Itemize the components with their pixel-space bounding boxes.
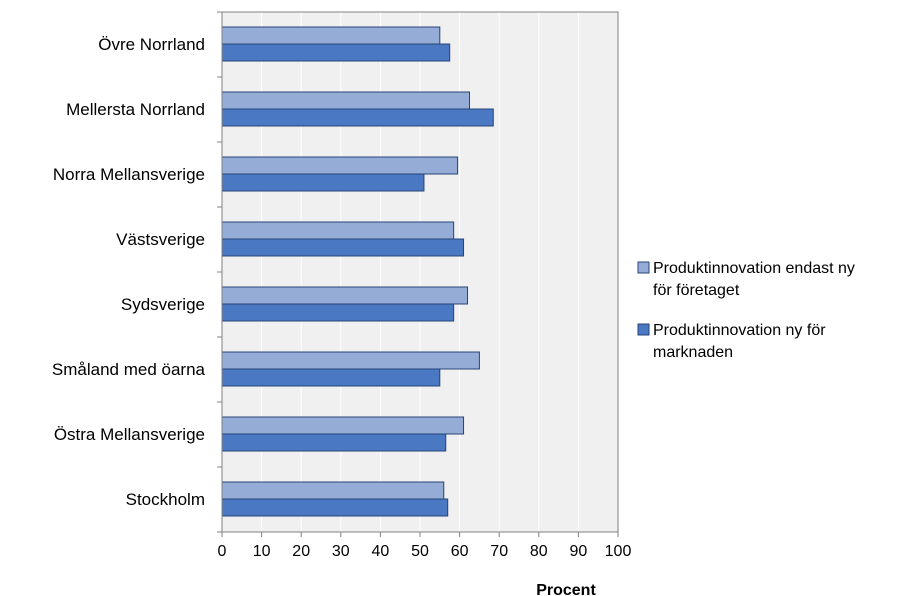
x-tick-label: 70 [490, 543, 508, 560]
bar-series-1 [221, 91, 470, 110]
category-label: Sydsverige [121, 295, 205, 314]
legend-label: Produktinnovation ny för marknaden [653, 322, 826, 361]
bar-series-2 [221, 433, 447, 452]
bar-series-2 [221, 498, 449, 517]
legend-label-line: Produktinnovation ny för [653, 322, 826, 339]
category-labels: Övre Norrland Mellersta Norrland Norra Mel… [52, 35, 206, 509]
legend: Produktinnovation endast ny för företaget… [637, 260, 855, 361]
legend-label-line: för företaget [653, 282, 740, 299]
bar-series-2 [221, 43, 451, 62]
bar-series-1 [221, 221, 455, 240]
category-label: Mellersta Norrland [66, 100, 205, 119]
bar-series-1 [221, 416, 465, 435]
x-axis: 0 10 20 30 40 50 60 70 80 90 100 [218, 543, 632, 560]
x-tick-label: 80 [530, 543, 548, 560]
x-tick-label: 100 [605, 543, 632, 560]
bar-series-2 [221, 108, 494, 127]
category-label: Stockholm [126, 490, 205, 509]
bar-series-2 [221, 173, 425, 192]
x-tick-label: 50 [411, 543, 429, 560]
bar-series-1 [221, 156, 459, 175]
legend-label: Produktinnovation endast ny för företaget [653, 260, 855, 299]
bar-series-1 [221, 481, 445, 500]
x-tick-label: 20 [292, 543, 310, 560]
category-label: Östra Mellansverige [54, 425, 205, 444]
category-label: Övre Norrland [98, 35, 205, 54]
x-tick-label: 30 [332, 543, 350, 560]
legend-label-line: marknaden [653, 344, 733, 361]
legend-label-line: Produktinnovation endast ny [653, 260, 855, 277]
x-axis-title: Procent [536, 582, 596, 596]
legend-swatch [637, 261, 650, 274]
bar-series-1 [221, 351, 480, 370]
x-tick-label: 90 [570, 543, 588, 560]
x-tick-label: 10 [253, 543, 271, 560]
x-tick-label: 0 [218, 543, 227, 560]
plot-frame [217, 11, 619, 537]
category-label: Norra Mellansverige [53, 165, 205, 184]
category-label: Västsverige [116, 230, 205, 249]
bar-series-1 [221, 286, 469, 305]
bar-series-2 [221, 238, 465, 257]
bar-series-1 [221, 26, 441, 45]
bar-series-2 [221, 368, 441, 387]
x-tick-label: 40 [372, 543, 390, 560]
legend-swatch [637, 323, 650, 336]
bar-series-2 [221, 303, 455, 322]
x-tick-label: 60 [451, 543, 469, 560]
category-label: Småland med öarna [52, 360, 206, 379]
